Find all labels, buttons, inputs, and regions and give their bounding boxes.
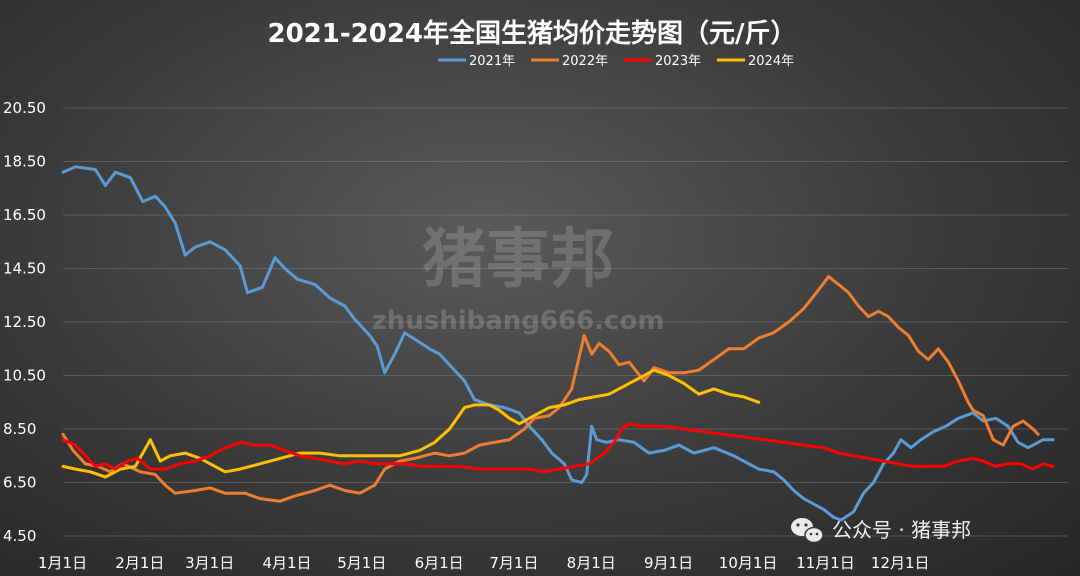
- chart-title: 2021-2024年全国生猪均价走势图（元/斤）: [267, 18, 796, 49]
- x-tick-label: 3月1日: [185, 554, 234, 572]
- legend-label: 2022年: [562, 54, 608, 69]
- x-tick-label: 12月1日: [871, 554, 930, 572]
- x-tick-label: 2月1日: [115, 554, 164, 572]
- legend: 2021年 2022年 2023年 2024年: [438, 54, 794, 69]
- x-axis-ticks: 1月1日 2月1日 3月1日 4月1日 5月1日 6月1日 7月1日 8月1日 9月1日 10月1…: [38, 554, 930, 572]
- x-tick-label: 4月1日: [262, 554, 311, 572]
- x-tick-label: 8月1日: [567, 554, 616, 572]
- y-axis-ticks: 4.50 6.50 8.50 10.50 12.50 14.50 16.50 18.50 20.…: [3, 99, 46, 545]
- x-tick-label: 5月1日: [337, 554, 386, 572]
- watermark-main: 猪事邦: [422, 223, 614, 297]
- account-label: 公众号 · 猪事邦: [832, 518, 971, 542]
- x-tick-label: 9月1日: [644, 554, 693, 572]
- x-tick-label: 6月1日: [415, 554, 464, 572]
- y-tick-label: 10.50: [3, 367, 46, 385]
- wechat-icon: [791, 518, 824, 544]
- y-tick-label: 20.50: [3, 99, 46, 117]
- series-line-2023: [61, 422, 1055, 474]
- series-lines: [61, 165, 1055, 522]
- y-tick-label: 14.50: [3, 260, 46, 278]
- y-tick-label: 6.50: [3, 474, 36, 492]
- gridlines: [63, 107, 1068, 537]
- series-line-2024: [61, 368, 761, 479]
- account-badge: 公众号 · 猪事邦: [791, 518, 971, 544]
- watermark: 猪事邦 zhushibang666.com: [372, 223, 665, 336]
- x-tick-label: 10月1日: [719, 554, 778, 572]
- x-tick-label: 11月1日: [796, 554, 855, 572]
- series-line-2021: [61, 165, 1055, 522]
- watermark-site: zhushibang666.com: [372, 306, 665, 336]
- legend-label: 2021年: [469, 54, 515, 69]
- y-tick-label: 8.50: [3, 420, 36, 438]
- legend-label: 2024年: [748, 54, 794, 69]
- series-line-2022: [61, 275, 1040, 503]
- y-tick-label: 16.50: [3, 206, 46, 224]
- y-tick-label: 12.50: [3, 313, 46, 331]
- y-tick-label: 18.50: [3, 153, 46, 171]
- x-tick-label: 7月1日: [489, 554, 538, 572]
- y-tick-label: 4.50: [3, 527, 36, 545]
- x-tick-label: 1月1日: [38, 554, 87, 572]
- legend-label: 2023年: [655, 54, 701, 69]
